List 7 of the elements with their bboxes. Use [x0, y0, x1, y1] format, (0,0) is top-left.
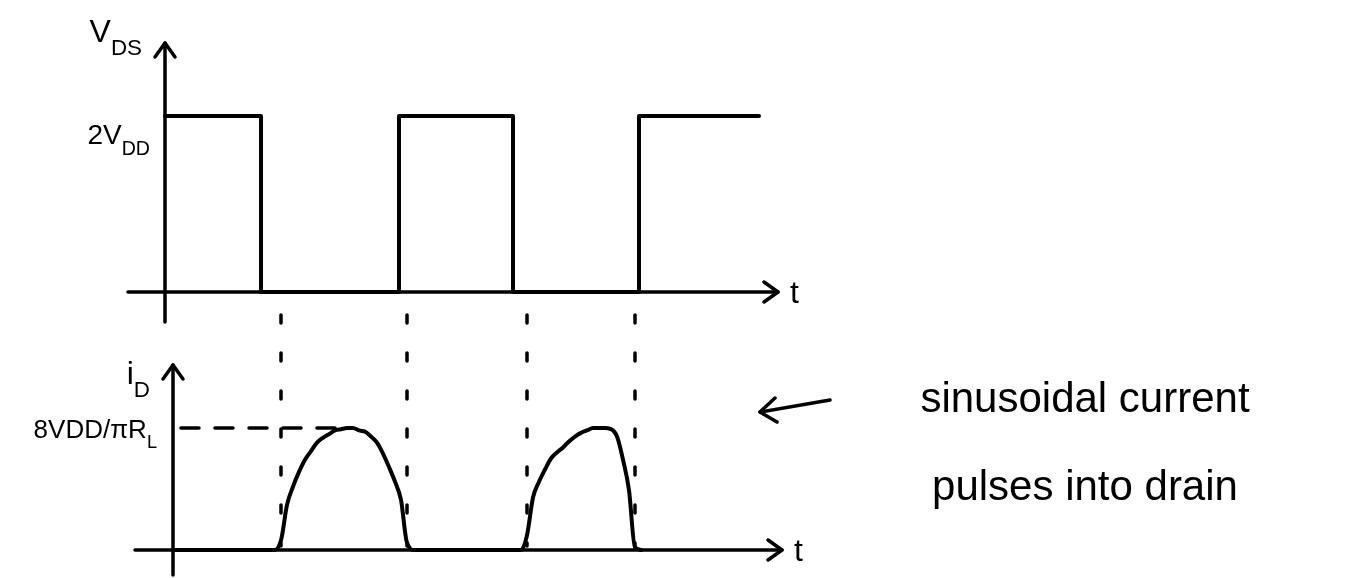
x-axis-title: t	[790, 274, 799, 310]
ref-line-label: 8VDD/πR$_{L}$	[33, 414, 157, 452]
text: 2V$_{DD}$	[87, 119, 150, 159]
text: sinusoidal current pulses into drain	[920, 374, 1250, 509]
y-axis-title: V$_{DS}$	[89, 13, 142, 60]
x-axis-title: t	[794, 532, 803, 568]
y-axis-title: i$_{D}$	[126, 355, 150, 402]
